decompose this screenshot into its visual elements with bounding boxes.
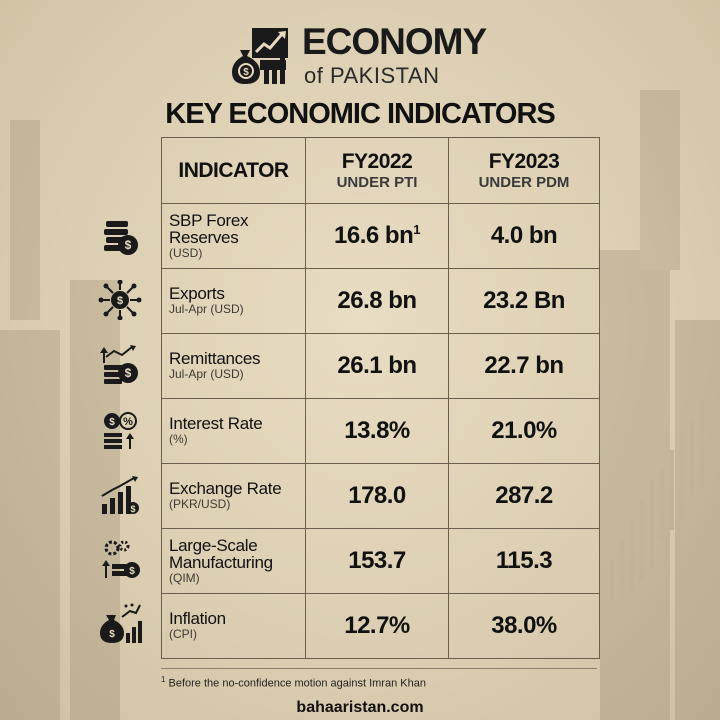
fy2023-value: 38.0%: [448, 593, 600, 659]
fy2023-value: 115.3: [448, 528, 600, 594]
indicator-unit: (PKR/USD): [169, 497, 231, 511]
dollar-network-icon: $: [98, 280, 142, 320]
indicator-cell: Exports Jul-Apr (USD): [161, 268, 306, 334]
indicator-unit: (USD): [169, 245, 203, 260]
table-row: Remittances Jul-Apr (USD) 26.1 bn 22.7 b…: [161, 333, 600, 399]
indicator-name: Remittances: [169, 349, 261, 368]
indicator-name: Exchange Rate: [169, 479, 282, 498]
svg-text:$: $: [130, 504, 135, 514]
indicator-name: Exports: [169, 284, 225, 303]
svg-text:$: $: [129, 566, 135, 577]
indicator-name: Interest Rate: [169, 414, 263, 433]
table-row: Interest Rate (%) 13.8% 21.0%: [161, 398, 600, 464]
fy2022-value: 12.7%: [305, 593, 449, 659]
table-row: SBP Forex Reserves (USD) 16.6 bn1 4.0 bn: [161, 203, 600, 269]
indicator-cell: Remittances Jul-Apr (USD): [161, 333, 306, 399]
indicators-table: INDICATOR FY2022 UNDER PTI FY2023 UNDER …: [161, 137, 600, 659]
svg-text:$: $: [117, 295, 123, 307]
brand-header: $ ECONOMY of PAKISTAN: [230, 21, 530, 88]
money-transfer-icon: $: [100, 345, 138, 384]
svg-text:$: $: [109, 417, 115, 428]
footnote-text: Before the no-confidence motion against …: [168, 677, 426, 690]
fy2022-value: 178.0: [305, 463, 449, 529]
fy2022-value: 26.1 bn: [305, 333, 449, 399]
header-fy2023: FY2023 UNDER PDM: [448, 137, 600, 204]
fy2022-subtitle: UNDER PTI: [336, 173, 418, 191]
growth-chart-icon: $: [101, 476, 139, 514]
footnote: 1 Before the no-confidence motion agains…: [161, 675, 426, 690]
fy2022-value: 153.7: [305, 528, 449, 594]
table-row: Inflation (CPI) 12.7% 38.0%: [161, 593, 600, 659]
indicator-cell: Interest Rate (%): [161, 398, 306, 464]
svg-text:$: $: [125, 366, 132, 380]
fy2022-value: 13.8%: [305, 398, 449, 464]
table-row: Exports Jul-Apr (USD) 26.8 bn 23.2 Bn: [161, 268, 600, 334]
indicator-unit: (%): [169, 432, 188, 446]
fy2023-value: 21.0%: [448, 398, 600, 464]
indicator-cell: SBP Forex Reserves (USD): [161, 203, 306, 269]
indicator-cell: Inflation (CPI): [161, 593, 306, 659]
table-row: Exchange Rate (PKR/USD) 178.0 287.2: [161, 463, 600, 529]
brand-subtitle: of PAKISTAN: [304, 63, 440, 88]
fy2022-title: FY2022: [341, 149, 413, 173]
fy2022-value: 26.8 bn: [305, 268, 449, 334]
svg-text:%: %: [123, 416, 133, 428]
fy2023-value: 23.2 Bn: [448, 268, 600, 334]
svg-text:$: $: [243, 67, 249, 78]
header-fy2022: FY2022 UNDER PTI: [305, 137, 449, 204]
fy2023-value: 287.2: [448, 463, 600, 529]
indicator-unit: (QIM): [169, 570, 200, 585]
indicator-cell: Exchange Rate (PKR/USD): [161, 463, 306, 529]
table-header-row: INDICATOR FY2022 UNDER PTI FY2023 UNDER …: [161, 137, 600, 204]
fy2023-value: 22.7 bn: [448, 333, 600, 399]
footnote-marker: 1: [413, 222, 420, 237]
money-bag-chart-logo-icon: $: [232, 28, 288, 84]
indicator-name: Large-Scale Manufacturing: [169, 535, 273, 572]
header-indicator: INDICATOR: [161, 137, 306, 204]
footnote-divider: [161, 668, 597, 669]
table-row: Large-Scale Manufacturing (QIM) 153.7 11…: [161, 528, 600, 594]
indicator-unit: Jul-Apr (USD): [169, 302, 244, 316]
svg-text:$: $: [109, 629, 115, 640]
footnote-marker: 1: [161, 675, 166, 684]
indicator-unit: (CPI): [169, 627, 197, 641]
money-bag-chart-icon: $: [100, 603, 142, 643]
value-text: 16.6 bn: [334, 222, 414, 249]
fy2023-title: FY2023: [488, 149, 560, 173]
fy2023-subtitle: UNDER PDM: [478, 173, 570, 191]
website-link[interactable]: bahaaristan.com: [296, 699, 424, 716]
gears-money-icon: $: [102, 540, 140, 578]
brand-title: ECONOMY: [302, 21, 487, 62]
fy2023-value: 4.0 bn: [448, 203, 600, 269]
coins-stack-icon: $: [104, 221, 138, 255]
indicator-name: Inflation: [169, 609, 226, 628]
indicator-unit: Jul-Apr (USD): [169, 367, 244, 381]
fy2022-value: 16.6 bn1: [305, 203, 449, 269]
indicator-name: SBP Forex Reserves: [169, 210, 249, 247]
page-title: KEY ECONOMIC INDICATORS: [165, 98, 556, 130]
svg-text:$: $: [125, 238, 132, 252]
interest-coins-icon: $ %: [104, 412, 137, 449]
indicator-cell: Large-Scale Manufacturing (QIM): [161, 528, 306, 594]
